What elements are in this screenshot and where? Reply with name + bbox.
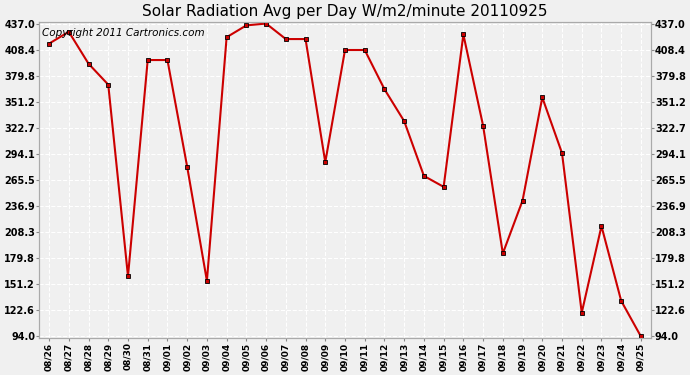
Text: Copyright 2011 Cartronics.com: Copyright 2011 Cartronics.com (42, 28, 205, 38)
Title: Solar Radiation Avg per Day W/m2/minute 20110925: Solar Radiation Avg per Day W/m2/minute … (142, 4, 548, 19)
